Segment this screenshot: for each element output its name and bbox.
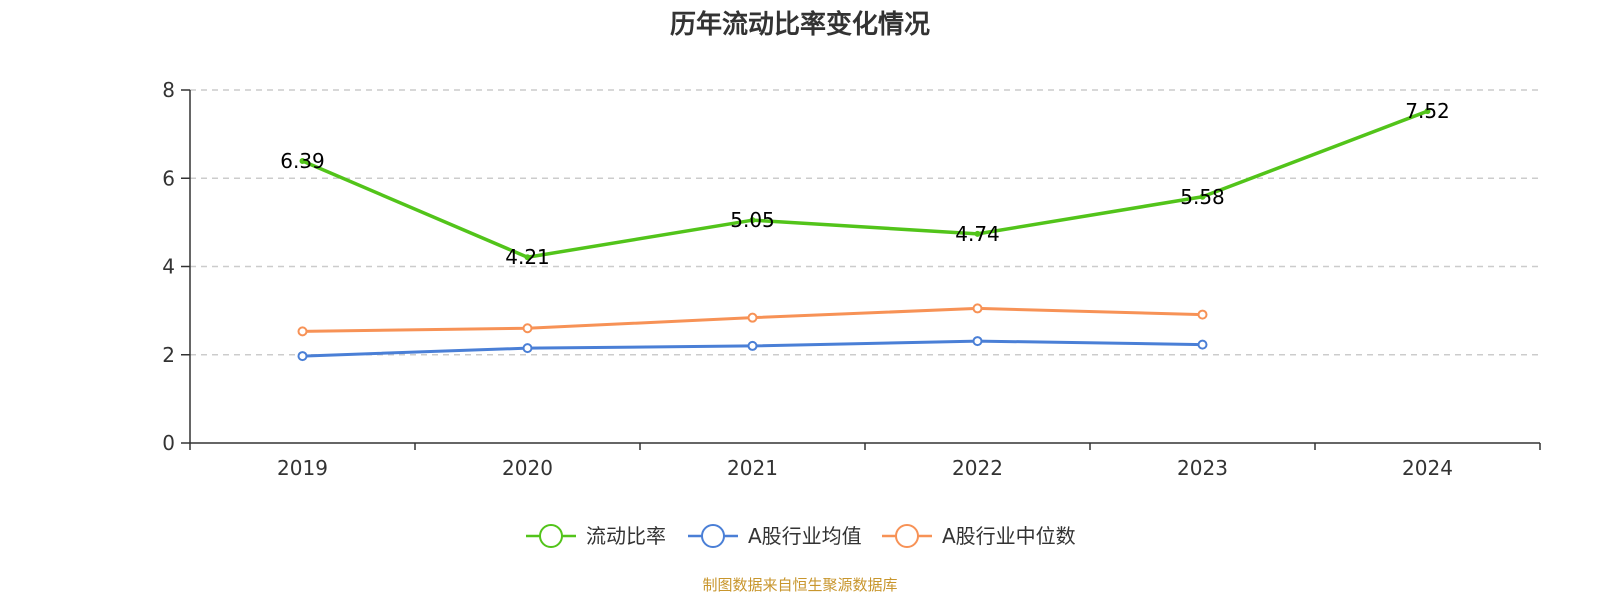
data-point	[297, 326, 308, 337]
legend-marker	[701, 524, 725, 548]
x-tick-label: 2021	[727, 456, 778, 480]
x-tick-label: 2022	[952, 456, 1003, 480]
data-point	[1197, 339, 1208, 350]
data-point	[974, 230, 981, 237]
data-point	[747, 312, 758, 323]
legend: 流动比率 A股行业均值 A股行业中位数	[526, 524, 1076, 548]
series-line	[301, 109, 1429, 259]
y-tick-label: 4	[162, 255, 175, 279]
source-note: 制图数据来自恒生聚源数据库	[702, 576, 897, 594]
series-lines	[297, 108, 1431, 362]
legend-label: 流动比率	[586, 524, 666, 548]
data-point	[522, 323, 533, 334]
data-point	[524, 254, 531, 261]
y-tick-label: 0	[162, 431, 175, 455]
data-label: 5.05	[730, 208, 775, 232]
data-point	[299, 158, 306, 165]
data-point	[972, 336, 983, 347]
legend-item: A股行业中位数	[882, 524, 1076, 548]
grid-lines	[190, 89, 1540, 356]
legend-label: A股行业中位数	[942, 524, 1076, 548]
x-tick-label: 2024	[1402, 456, 1453, 480]
x-tick-label: 2019	[277, 456, 328, 480]
legend-marker	[895, 524, 919, 548]
data-point	[972, 303, 983, 314]
data-label: 6.39	[280, 149, 325, 173]
data-point	[1197, 309, 1208, 320]
legend-item: 流动比率	[526, 524, 666, 548]
chart-title: 历年流动比率变化情况	[670, 9, 930, 40]
data-label: 7.52	[1405, 99, 1450, 123]
data-labels: 6.39 4.21 5.05 4.74 5.58 7.52	[280, 99, 1450, 269]
x-tick-label: 2023	[1177, 456, 1228, 480]
y-tick-label: 2	[162, 343, 175, 367]
data-point	[522, 343, 533, 354]
y-tick-label: 6	[162, 166, 175, 190]
data-point	[1199, 193, 1206, 200]
legend-item: A股行业均值	[688, 524, 862, 548]
y-tick-label: 8	[162, 78, 175, 102]
data-point	[747, 340, 758, 351]
data-label: 5.58	[1180, 185, 1225, 209]
data-label: 4.74	[955, 222, 1000, 246]
data-label: 4.21	[505, 245, 550, 269]
axes: 0 2 4 6 8 2019 2020 2021 2022 2023 2024	[162, 78, 1541, 480]
legend-label: A股行业均值	[748, 524, 862, 548]
x-tick-label: 2020	[502, 456, 553, 480]
data-point	[749, 217, 756, 224]
data-point	[1424, 108, 1431, 115]
data-point	[297, 351, 308, 362]
legend-marker	[539, 524, 563, 548]
